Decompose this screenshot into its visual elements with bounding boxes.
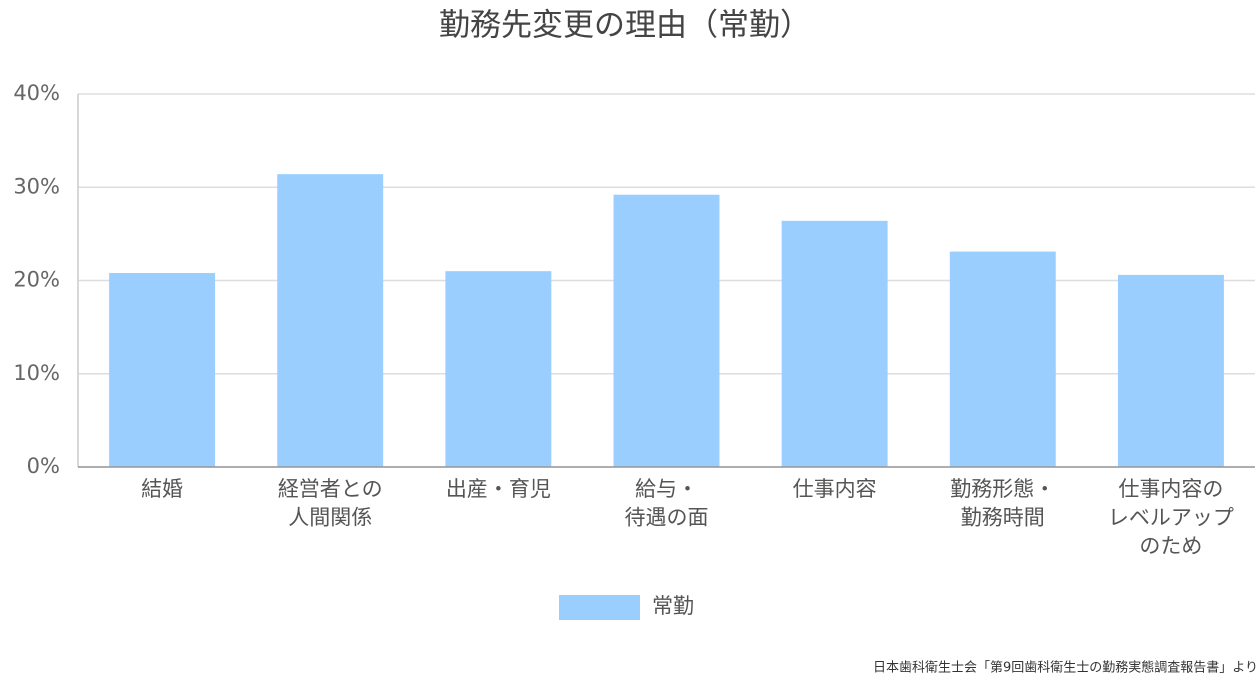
x-tick-label: のため	[1139, 534, 1202, 558]
x-tick-label: 待遇の面	[625, 506, 709, 530]
bar	[613, 194, 720, 467]
bar	[277, 174, 384, 467]
chart-title: 勤務先変更の理由（常勤）	[439, 8, 811, 44]
x-tick-label: 結婚	[141, 477, 183, 501]
y-tick-label: 30%	[13, 174, 60, 198]
legend-swatch	[559, 595, 640, 620]
source-note: 日本歯科衛生士会「第9回歯科衛生士の勤務実態調査報告書」より	[873, 660, 1258, 676]
y-tick-label: 20%	[13, 268, 60, 292]
bar	[445, 271, 552, 467]
x-tick-label: 経営者との	[278, 477, 383, 501]
x-tick-label: 仕事内容	[793, 477, 877, 501]
bar	[109, 273, 216, 467]
bar	[1117, 274, 1224, 467]
x-tick-label: 給与・	[635, 477, 698, 501]
y-tick-label: 0%	[27, 454, 60, 478]
x-tick-label: 勤務時間	[961, 506, 1045, 530]
y-tick-label: 10%	[13, 361, 60, 385]
x-tick-label: 人間関係	[288, 506, 372, 530]
x-tick-label: 仕事内容の	[1118, 477, 1223, 501]
y-tick-label: 40%	[13, 81, 60, 105]
x-tick-label: レベルアップ	[1108, 506, 1234, 530]
x-tick-label: 出産・育児	[446, 477, 551, 501]
x-tick-label: 勤務形態・	[950, 477, 1055, 501]
bar	[949, 251, 1056, 467]
legend-label: 常勤	[652, 594, 694, 618]
bar	[781, 220, 888, 467]
